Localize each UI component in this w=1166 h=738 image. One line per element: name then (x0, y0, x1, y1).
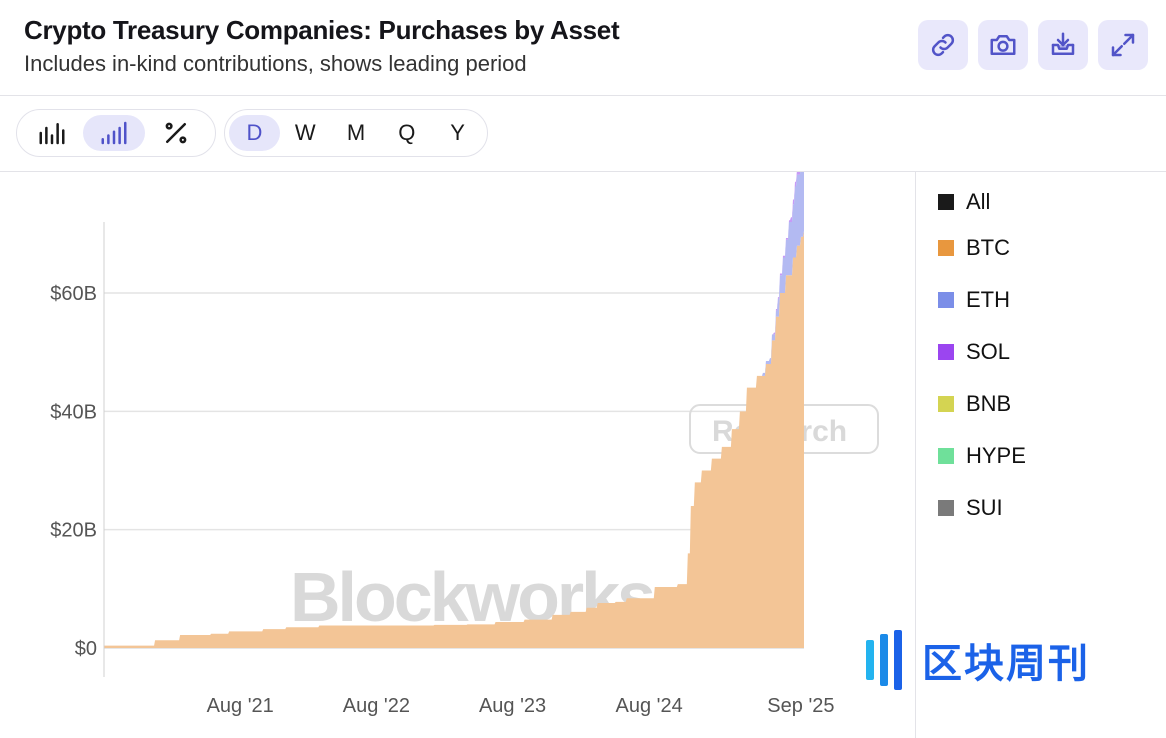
y-tick-label: $20B (50, 520, 97, 542)
legend-item-sol[interactable]: SOL (938, 339, 1010, 365)
legend-swatch (938, 344, 954, 360)
x-tick-label: Aug '23 (479, 695, 546, 717)
series-btc-area[interactable] (104, 230, 804, 648)
x-tick-label: Aug '24 (616, 695, 683, 717)
legend-item-hype[interactable]: HYPE (938, 443, 1026, 469)
link-button[interactable] (918, 20, 968, 70)
x-tick-label: Sep '25 (767, 695, 834, 717)
download-button[interactable] (1038, 20, 1088, 70)
cumulative-view-button[interactable] (83, 115, 145, 151)
legend-label: BTC (966, 235, 1010, 260)
camera-icon (990, 35, 1016, 55)
percent-icon (165, 122, 187, 144)
legend-item-all[interactable]: All (938, 189, 990, 215)
legend-swatch (938, 396, 954, 412)
legend-swatch (938, 194, 954, 210)
legend-label: SOL (966, 339, 1011, 364)
chart-header: Crypto Treasury Companies: Purchases by … (0, 0, 1166, 96)
screenshot-button[interactable] (978, 20, 1028, 70)
y-tick-label: $0 (75, 638, 97, 660)
chart-canvas: Blockworks Research $0$20B$40B$60B Aug '… (50, 172, 879, 717)
legend-swatch (938, 240, 954, 256)
x-tick-labels: Aug '21 Aug '22 Aug '23 Aug '24 Sep '25 (207, 695, 835, 717)
fullscreen-button[interactable] (1098, 20, 1148, 70)
legend-swatch (938, 292, 954, 308)
legend-swatch (938, 500, 954, 516)
period-d-button[interactable]: D (229, 115, 280, 151)
chart-legend: All BTC ETH SOL BNB HYPE SUI (918, 172, 1166, 738)
chart-title: Crypto Treasury Companies: Purchases by … (24, 15, 620, 45)
cn-brand-text: 区块周刊 (922, 641, 1090, 687)
view-toggle-group (16, 109, 216, 157)
legend-item-btc[interactable]: BTC (938, 235, 1010, 261)
x-tick-label: Aug '22 (343, 695, 410, 717)
header-actions (918, 20, 1148, 70)
expand-icon (1111, 33, 1135, 57)
legend-swatch (938, 448, 954, 464)
bar-view-button[interactable] (21, 115, 83, 151)
y-tick-label: $40B (50, 401, 97, 423)
legend-item-sui[interactable]: SUI (938, 495, 1003, 521)
chart-area: Blockworks Research $0$20B$40B$60B Aug '… (0, 172, 916, 738)
legend-label: All (966, 189, 991, 214)
period-toggle-group: D W M Q Y (224, 109, 488, 157)
y-tick-label: $60B (50, 283, 97, 305)
legend-label: ETH (966, 287, 1010, 312)
legend-item-bnb[interactable]: BNB (938, 391, 1011, 417)
bar-chart-icon (39, 123, 65, 145)
chart-subtitle: Includes in-kind contributions, shows le… (24, 51, 527, 76)
legend-item-eth[interactable]: ETH (938, 287, 1010, 313)
legend-label: SUI (966, 495, 1003, 520)
period-q-button[interactable]: Q (398, 120, 416, 145)
period-y-button[interactable]: Y (450, 120, 465, 145)
chart-toolbar: D W M Q Y (0, 96, 1166, 172)
legend-label: BNB (966, 391, 1012, 416)
download-tray-icon (1051, 32, 1075, 55)
y-tick-labels: $0 $20B $40B $60B (50, 283, 97, 660)
ascending-bars-icon (101, 121, 127, 145)
period-w-button[interactable]: W (294, 120, 316, 145)
legend-label: HYPE (966, 443, 1026, 468)
series-layer (104, 172, 804, 648)
period-m-button[interactable]: M (346, 120, 366, 145)
link-icon (931, 33, 955, 57)
percent-view-button[interactable] (145, 115, 207, 151)
x-tick-label: Aug '21 (207, 695, 274, 717)
cn-brand-logo: 区块周刊 (862, 630, 1090, 690)
brand-bars-icon (866, 630, 902, 690)
